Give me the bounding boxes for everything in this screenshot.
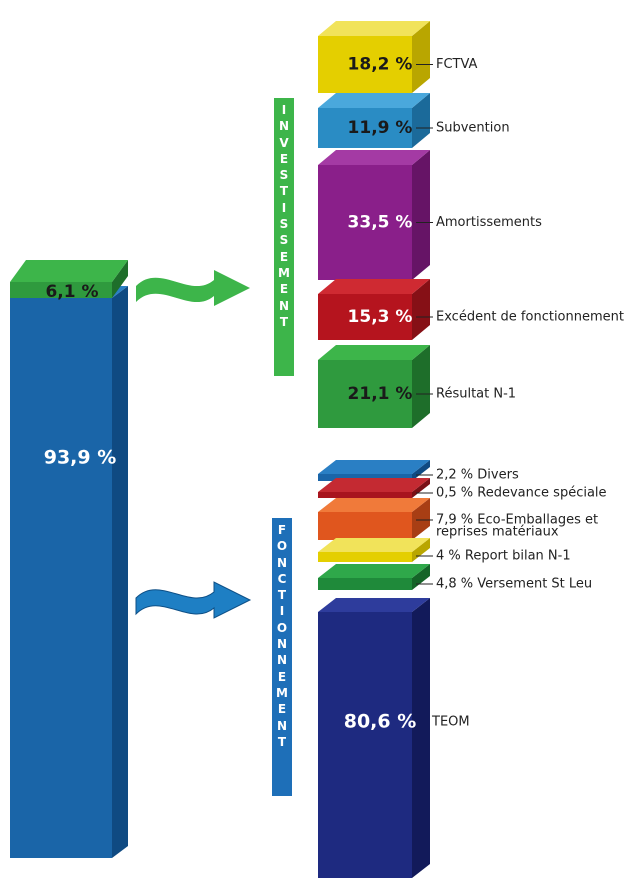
- block-side: [412, 279, 430, 340]
- item-label: Amortissements: [436, 215, 542, 230]
- block-front: [10, 298, 112, 858]
- block-top: [318, 538, 430, 552]
- block-front: [318, 552, 412, 562]
- block-top: [318, 21, 430, 36]
- block-side: [112, 260, 128, 298]
- block-top: [10, 260, 128, 282]
- block-side: [412, 460, 430, 481]
- block-top: [318, 478, 430, 492]
- fonctionnement-title: FONCTIONNEMENT: [271, 517, 293, 797]
- item-label: FCTVA: [436, 57, 478, 72]
- block-value: 80,6 %: [344, 711, 417, 733]
- block-front: [10, 282, 112, 298]
- item-label: 0,5 % Redevance spéciale: [436, 486, 607, 501]
- item-label: reprises matériaux: [436, 525, 559, 540]
- item-label: 2,2 % Divers: [436, 468, 519, 483]
- block-side: [412, 598, 430, 878]
- block-value: 15,3 %: [348, 307, 413, 327]
- block-side: [412, 93, 430, 148]
- block-top: [318, 279, 430, 294]
- block-front: [318, 36, 412, 93]
- item-label: Excédent de fonctionnement: [436, 310, 624, 325]
- item-label: TEOM: [431, 715, 470, 730]
- block-side: [412, 345, 430, 428]
- block-top: [318, 150, 430, 165]
- block-front: [318, 360, 412, 428]
- item-label: 4 % Report bilan N-1: [436, 549, 571, 564]
- item-label: Résultat N-1: [436, 387, 516, 402]
- block-top: [318, 564, 430, 578]
- block-front: [318, 108, 412, 148]
- item-label: Subvention: [436, 121, 510, 136]
- block-front: [318, 492, 412, 498]
- block-value: 33,5 %: [348, 213, 413, 233]
- block-top: [318, 598, 430, 612]
- block-top: [318, 498, 430, 512]
- block-front: [318, 512, 412, 540]
- block-front: [318, 578, 412, 590]
- block-front: [318, 165, 412, 280]
- block-value: 18,2 %: [348, 55, 413, 75]
- block-side: [412, 21, 430, 93]
- block-front: [318, 612, 412, 878]
- item-label: 4,8 % Versement St Leu: [436, 577, 592, 592]
- block-value: 6,1 %: [45, 282, 98, 302]
- arrow-investissement: [136, 270, 250, 306]
- block-side: [412, 150, 430, 280]
- block-top: [318, 93, 430, 108]
- block-top: [318, 460, 430, 474]
- block-top: [318, 345, 430, 360]
- block-front: [318, 294, 412, 340]
- block-value: 11,9 %: [348, 118, 413, 138]
- block-front: [318, 474, 412, 481]
- item-label: 7,9 % Eco-Emballages et: [436, 513, 598, 528]
- arrow-fonctionnement: [135, 581, 252, 619]
- block-value: 93,9 %: [44, 447, 117, 469]
- block-value: 21,1 %: [348, 384, 413, 404]
- block-side: [112, 286, 128, 858]
- investissement-title: INVESTISSEMENT: [273, 97, 295, 377]
